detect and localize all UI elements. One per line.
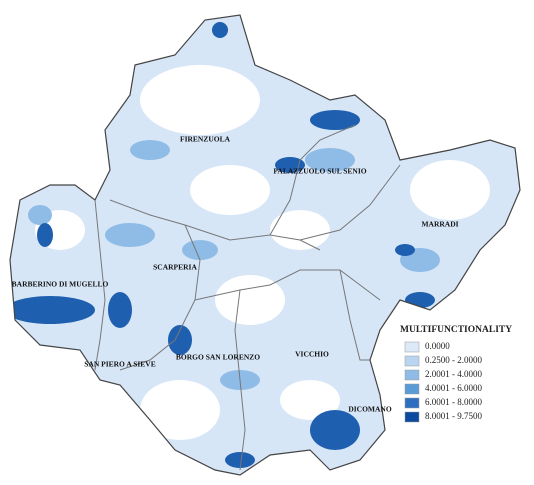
place-labels: FIRENZUOLA PALAZZUOLO SUL SENIO MARRADI SCA… <box>12 135 459 414</box>
place-label: MARRADI <box>421 220 458 229</box>
land-patches-dark <box>10 22 435 468</box>
place-label: FIRENZUOLA <box>180 135 231 144</box>
legend-label: 4.0001 - 6.0000 <box>425 383 482 393</box>
legend-swatch <box>404 397 420 409</box>
legend-label: 2.0001 - 4.0000 <box>425 369 482 379</box>
outline <box>9 14 521 476</box>
legend: MULTIFUNCTIONALITY 0.0000 0.2500 - 2.0000 2… <box>400 325 512 423</box>
place-label: SAN PIERO A SIEVE <box>84 360 155 369</box>
place-label: PALAZZUOLO SUL SENIO <box>273 167 366 176</box>
municipal-borders <box>94 124 401 471</box>
place-label: BARBERINO DI MUGELLO <box>12 280 109 289</box>
legend-title: MULTIFUNCTIONALITY <box>400 325 512 335</box>
legend-label: 8.0001 - 9.7500 <box>425 411 482 421</box>
place-label: BORGO SAN LORENZO <box>176 353 260 362</box>
legend-label: 0.0000 <box>425 341 450 351</box>
legend-label: 6.0001 - 8.0000 <box>425 397 482 407</box>
place-label: VICCHIO <box>295 350 329 359</box>
place-label: SCARPERIA <box>153 263 197 272</box>
legend-swatch <box>404 369 420 381</box>
legend-label: 0.2500 - 2.0000 <box>425 355 482 365</box>
place-label: DICOMANO <box>348 405 391 414</box>
legend-swatch <box>404 341 420 353</box>
legend-swatch <box>404 383 420 395</box>
land-patches-white <box>35 65 490 440</box>
legend-swatch <box>404 411 420 423</box>
legend-swatch <box>404 355 420 367</box>
